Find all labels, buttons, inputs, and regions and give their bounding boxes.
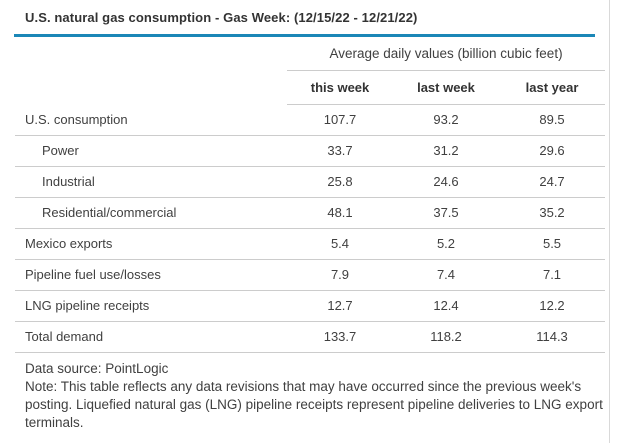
units-header: Average daily values (billion cubic feet… bbox=[287, 37, 606, 71]
row-label: Power bbox=[15, 134, 287, 166]
row-label: Residential/commercial bbox=[15, 196, 287, 228]
cell-value: 24.7 bbox=[499, 165, 606, 197]
cell-value: 31.2 bbox=[393, 134, 499, 166]
table-row: Industrial 25.8 24.6 24.7 bbox=[15, 165, 606, 197]
cell-value: 7.1 bbox=[499, 258, 606, 290]
row-label: Total demand bbox=[15, 320, 287, 353]
row-label: Mexico exports bbox=[15, 227, 287, 259]
cell-value: 12.4 bbox=[393, 289, 499, 321]
cell-value: 12.7 bbox=[287, 289, 393, 321]
table-row: Mexico exports 5.4 5.2 5.5 bbox=[15, 227, 606, 259]
table-row: Residential/commercial 48.1 37.5 35.2 bbox=[15, 196, 606, 228]
cell-value: 7.9 bbox=[287, 258, 393, 290]
cell-value: 35.2 bbox=[499, 196, 606, 228]
column-header-last-week: last week bbox=[393, 70, 499, 105]
cell-value: 5.2 bbox=[393, 227, 499, 259]
cell-value: 7.4 bbox=[393, 258, 499, 290]
table-row: Power 33.7 31.2 29.6 bbox=[15, 134, 606, 166]
cell-value: 118.2 bbox=[393, 320, 499, 353]
cell-value: 33.7 bbox=[287, 134, 393, 166]
column-header-spacer bbox=[15, 70, 287, 104]
table-row: U.S. consumption 107.7 93.2 89.5 bbox=[15, 104, 605, 135]
cell-value: 24.6 bbox=[393, 165, 499, 197]
table-footer: Data source: PointLogic Note: This table… bbox=[15, 360, 603, 432]
data-source-note: Data source: PointLogic bbox=[25, 360, 169, 376]
accent-rule bbox=[14, 34, 595, 37]
table-row: Pipeline fuel use/losses 7.9 7.4 7.1 bbox=[15, 258, 606, 290]
page-edge-divider bbox=[609, 0, 610, 443]
row-label: Industrial bbox=[15, 165, 287, 197]
group-header-spacer bbox=[15, 37, 287, 70]
column-header-row: this week last week last year bbox=[15, 70, 606, 105]
revision-note: Note: This table reflects any data revis… bbox=[25, 378, 603, 430]
group-header-row: Average daily values (billion cubic feet… bbox=[15, 37, 606, 71]
column-header-this-week: this week bbox=[287, 70, 393, 105]
cell-value: 89.5 bbox=[539, 112, 565, 127]
row-label: LNG pipeline receipts bbox=[15, 289, 287, 321]
row-label: Pipeline fuel use/losses bbox=[15, 258, 287, 290]
table-row: LNG pipeline receipts 12.7 12.4 12.2 bbox=[15, 289, 606, 321]
cell-value: 93.2 bbox=[433, 112, 459, 127]
cell-value: 133.7 bbox=[287, 320, 393, 353]
cell-value: 25.8 bbox=[287, 165, 393, 197]
cell-value: 37.5 bbox=[393, 196, 499, 228]
cell-value: 5.5 bbox=[499, 227, 606, 259]
cell-value: 107.7 bbox=[323, 112, 357, 127]
column-header-last-year: last year bbox=[499, 70, 606, 105]
cell-value: 29.6 bbox=[499, 134, 606, 166]
page-title: U.S. natural gas consumption - Gas Week:… bbox=[25, 10, 418, 25]
gas-consumption-table: Average daily values (billion cubic feet… bbox=[15, 37, 606, 353]
cell-value: 48.1 bbox=[287, 196, 393, 228]
row-label: U.S. consumption bbox=[25, 111, 128, 127]
table-body: U.S. consumption 107.7 93.2 89.5 Power 33.7 31… bbox=[15, 104, 606, 353]
cell-value: 5.4 bbox=[287, 227, 393, 259]
cell-value: 114.3 bbox=[499, 320, 606, 353]
cell-value: 12.2 bbox=[499, 289, 606, 321]
table-row: Total demand 133.7 118.2 114.3 bbox=[15, 320, 606, 353]
